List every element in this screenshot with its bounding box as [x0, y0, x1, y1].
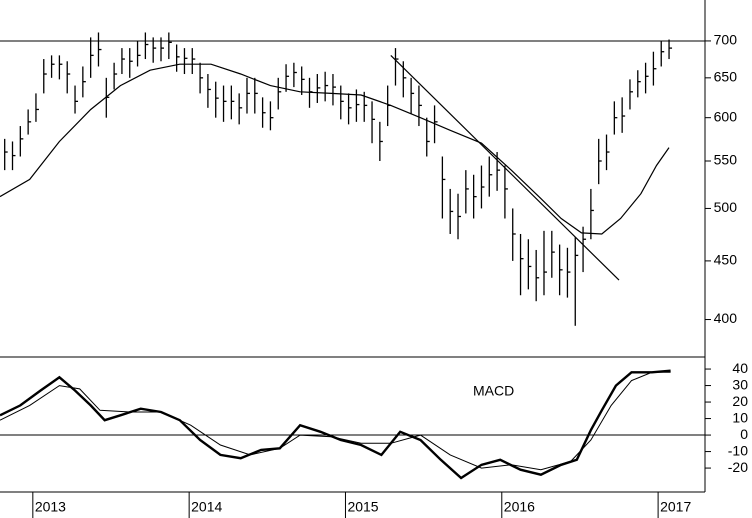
y-tick-label: 0 [740, 426, 748, 442]
x-tick-label: 2013 [35, 499, 66, 515]
y-tick-label: 550 [714, 152, 738, 168]
y-tick-label: 40 [732, 360, 748, 376]
y-tick-label: 650 [714, 69, 738, 85]
y-tick-label: 20 [732, 393, 748, 409]
y-tick-label: 10 [732, 409, 748, 425]
annotation: MACD [473, 383, 514, 399]
line [0, 369, 671, 480]
y-tick-label: 30 [732, 376, 748, 392]
line [0, 371, 671, 471]
y-tick-label: 700 [714, 32, 738, 48]
y-tick-label: 600 [714, 108, 738, 124]
x-tick-label: 2014 [191, 499, 222, 515]
y-tick-label: -10 [728, 442, 748, 458]
y-tick-label: 450 [714, 252, 738, 268]
line [390, 54, 620, 281]
y-tick-label: -20 [728, 459, 748, 475]
x-tick-label: 2015 [347, 499, 378, 515]
y-tick-label: 400 [714, 310, 738, 326]
x-tick-label: 2017 [660, 499, 691, 515]
line [0, 63, 670, 235]
x-tick-label: 2016 [504, 499, 535, 515]
y-tick-label: 500 [714, 199, 738, 215]
